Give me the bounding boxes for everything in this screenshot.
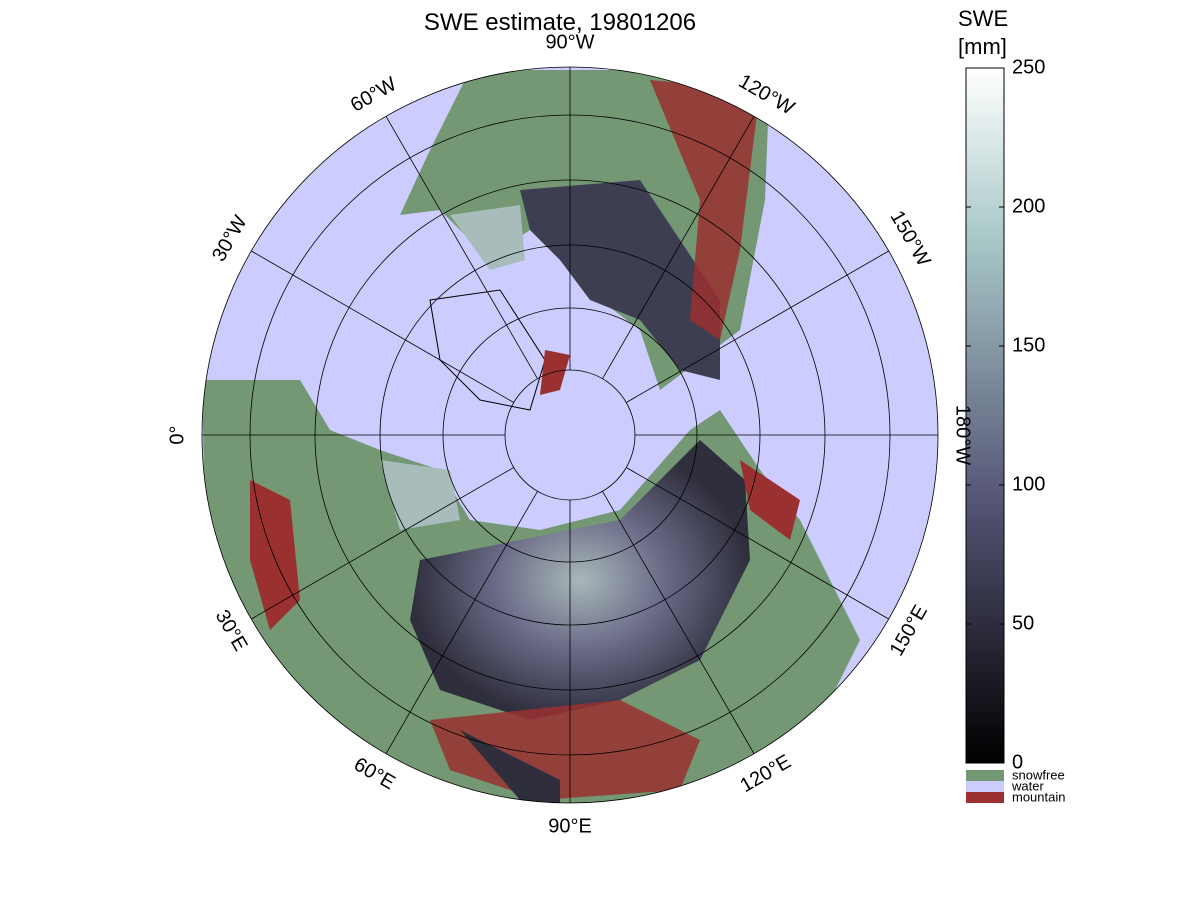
legend-swatch [966,781,1004,792]
legend-label: mountain [1012,789,1065,804]
meridian [626,467,889,620]
legend-label: water [1011,778,1044,793]
colorbar-tick-label: 150 [1012,334,1045,356]
meridian [602,491,755,754]
meridian-label: 90°W [545,31,594,53]
meridian [251,467,514,620]
colorbar [965,67,1005,764]
meridian-label: 30°E [211,606,252,655]
meridian-label: 90°E [548,815,592,837]
colorbar-tick-label: 50 [1012,612,1034,634]
meridian [385,116,538,379]
colorbar-label: [mm] [958,34,1007,59]
map-title: SWE estimate, 19801206 [424,9,696,36]
meridian-label: 0° [166,425,188,444]
colorbar-tick-label: 100 [1012,473,1045,495]
legend-swatch [966,792,1004,803]
legend-label: snowfree [1012,767,1065,782]
colorbar-tick-label: 0 [1012,751,1023,773]
meridian [251,250,514,403]
colorbar-label: SWE [958,6,1008,31]
meridian [626,250,889,403]
meridian [602,116,755,379]
meridian-label: 30°W [208,212,252,266]
legend-swatch [966,770,1004,781]
colorbar-tick-label: 250 [1012,56,1045,78]
map-disk [202,67,938,803]
meridian-label: 60°E [350,753,399,794]
colorbar-tick-label: 200 [1012,195,1045,217]
meridian [385,491,538,754]
meridian-label: 60°W [347,73,401,117]
meridian-label: 180°W [952,405,974,465]
graticule [201,66,939,804]
